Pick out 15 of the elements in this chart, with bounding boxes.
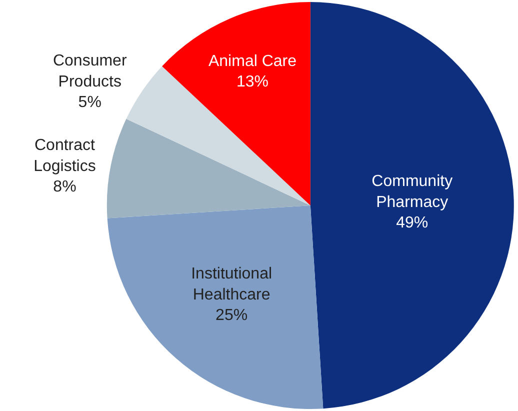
slice-label: Institutional Healthcare	[191, 266, 272, 304]
pie-slice	[107, 206, 324, 409]
data-label: 13%	[236, 74, 269, 91]
data-label: 25%	[216, 307, 248, 324]
pie-slice	[107, 118, 310, 218]
slice-label: Contract Logistics	[34, 137, 96, 175]
pie-slice	[126, 66, 310, 206]
data-label: 5%	[78, 94, 102, 112]
pie-slice	[310, 2, 514, 409]
slice-label: Community Pharmacy	[372, 173, 453, 211]
data-label: 8%	[53, 178, 76, 196]
data-label: 49%	[396, 214, 428, 232]
slice-label: Consumer Products	[52, 52, 128, 90]
pie-slice	[162, 2, 310, 206]
slice-label: Animal Care	[208, 52, 297, 70]
